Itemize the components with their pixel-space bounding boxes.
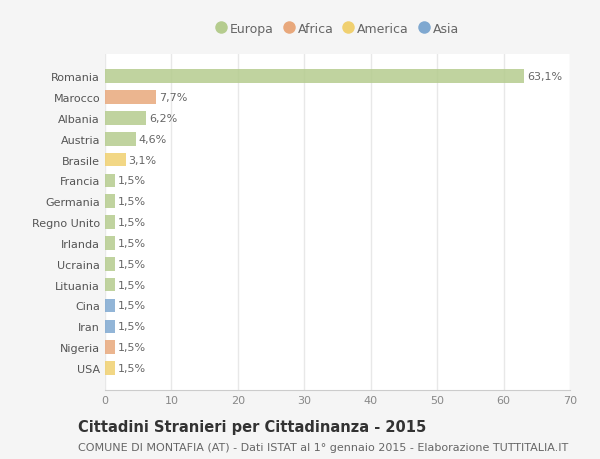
Text: 1,5%: 1,5% <box>118 301 146 311</box>
Text: 4,6%: 4,6% <box>138 134 166 145</box>
Text: Cittadini Stranieri per Cittadinanza - 2015: Cittadini Stranieri per Cittadinanza - 2… <box>78 419 426 434</box>
Bar <box>105 91 156 105</box>
Text: 1,5%: 1,5% <box>118 322 146 331</box>
Bar <box>105 195 115 208</box>
Text: 7,7%: 7,7% <box>159 93 187 103</box>
Bar <box>105 174 115 188</box>
Bar <box>105 70 524 84</box>
Text: 1,5%: 1,5% <box>118 259 146 269</box>
Bar <box>105 112 146 125</box>
Legend: Europa, Africa, America, Asia: Europa, Africa, America, Asia <box>211 18 464 41</box>
Bar <box>105 320 115 333</box>
Text: 1,5%: 1,5% <box>118 218 146 228</box>
Bar <box>105 299 115 313</box>
Text: 63,1%: 63,1% <box>527 72 562 82</box>
Bar <box>105 278 115 292</box>
Bar <box>105 341 115 354</box>
Text: 6,2%: 6,2% <box>149 114 177 123</box>
Text: 1,5%: 1,5% <box>118 238 146 248</box>
Text: 1,5%: 1,5% <box>118 342 146 353</box>
Text: 1,5%: 1,5% <box>118 280 146 290</box>
Text: 1,5%: 1,5% <box>118 363 146 373</box>
Bar <box>105 216 115 230</box>
Text: 3,1%: 3,1% <box>128 155 157 165</box>
Text: 1,5%: 1,5% <box>118 197 146 207</box>
Bar <box>105 133 136 146</box>
Text: 1,5%: 1,5% <box>118 176 146 186</box>
Bar <box>105 257 115 271</box>
Bar <box>105 153 125 167</box>
Bar <box>105 361 115 375</box>
Bar <box>105 237 115 250</box>
Text: COMUNE DI MONTAFIA (AT) - Dati ISTAT al 1° gennaio 2015 - Elaborazione TUTTITALI: COMUNE DI MONTAFIA (AT) - Dati ISTAT al … <box>78 442 568 452</box>
